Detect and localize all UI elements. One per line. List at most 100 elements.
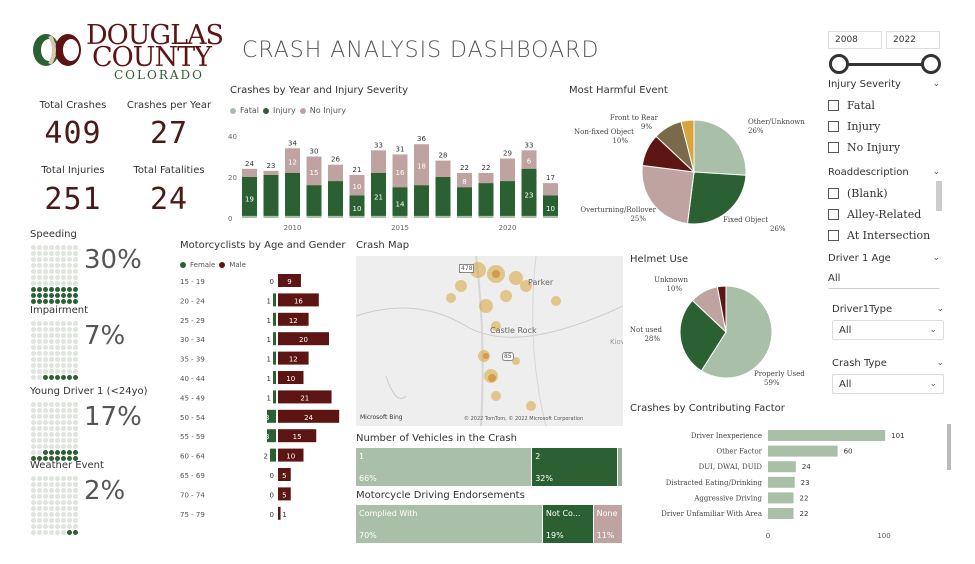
noinjury-bar [414, 144, 429, 186]
year-slider-handle-right[interactable] [921, 54, 941, 74]
age-category-label: 65 - 69 [180, 472, 205, 480]
pie-pct-label: 26% [748, 127, 764, 135]
injury-slicer-header[interactable]: Injury Severity ⌄ [828, 79, 940, 95]
male-bar [278, 274, 301, 287]
pct-dot [61, 488, 66, 493]
pct-dot [43, 512, 48, 517]
chevron-down-icon[interactable]: ⌄ [932, 253, 940, 263]
chevron-down-icon[interactable]: ⌄ [929, 379, 937, 389]
checkbox-icon[interactable] [828, 209, 839, 220]
pct-dot [61, 420, 66, 425]
road-slicer-header[interactable]: Roaddescription ⌄ [828, 167, 940, 183]
road-opt-intersection[interactable]: At Intersection [828, 225, 940, 246]
chevron-down-icon[interactable]: ⌄ [936, 358, 944, 368]
x-tick-label: 2020 [499, 224, 517, 232]
pct-dot [55, 275, 60, 280]
age-slicer-header[interactable]: Driver 1 Age ⌄ [828, 253, 940, 269]
chevron-down-icon[interactable]: ⌄ [936, 304, 944, 314]
injury-opt-injury[interactable]: Injury [828, 116, 940, 137]
pct-dot [61, 363, 66, 368]
segment-pct: 19% [545, 531, 564, 540]
checkbox-icon[interactable] [828, 142, 839, 153]
injury-opt-fatal[interactable]: Fatal [828, 95, 940, 116]
vehicles-title: Number of Vehicles in the Crash [356, 433, 517, 444]
pct-dot [43, 363, 48, 368]
pct-dot [73, 456, 78, 461]
pct-dot [43, 456, 48, 461]
stacked-segment[interactable]: None 11% [593, 505, 623, 543]
pct-dot [67, 524, 72, 529]
pct-dot [55, 369, 60, 374]
pct-value: 30% [84, 245, 142, 275]
pct-dot [55, 432, 60, 437]
pct-dot [43, 432, 48, 437]
stacked-segment[interactable] [617, 448, 623, 486]
legend-male: Male [229, 261, 246, 269]
noinjury-bar [371, 150, 386, 173]
stacked-segment[interactable]: 2 32% [532, 448, 618, 486]
pct-dot [67, 450, 72, 455]
pct-dot [49, 500, 54, 505]
pct-dot [43, 357, 48, 362]
page-scrollbar[interactable] [947, 424, 951, 470]
pct-dot [37, 432, 42, 437]
stacked-segment[interactable]: Not Co... 19% [542, 505, 594, 543]
road-slicer-scrollbar[interactable] [936, 181, 942, 211]
pct-dot [37, 245, 42, 250]
type-slicer-header[interactable]: Driver1Type ⌄ [832, 304, 944, 320]
checkbox-icon[interactable] [828, 100, 839, 111]
injury-opt-noinjury[interactable]: No Injury [828, 137, 940, 158]
pie-slice [686, 171, 747, 225]
pct-dot [55, 357, 60, 362]
stacked-segment[interactable]: 1 66% [356, 448, 533, 486]
pie-label: Not used [630, 326, 663, 334]
chevron-down-icon[interactable]: ⌄ [932, 79, 940, 89]
pct-dot [49, 357, 54, 362]
checkbox-icon[interactable] [828, 188, 839, 199]
road-opt-alley[interactable]: Alley-Related [828, 204, 940, 225]
chevron-down-icon[interactable]: ⌄ [932, 167, 940, 177]
chevron-down-icon[interactable]: ⌄ [929, 325, 937, 335]
pie-slice [680, 119, 695, 173]
pct-dot [55, 321, 60, 326]
pct-dot [37, 506, 42, 511]
pct-dot [49, 432, 54, 437]
year-slider-handle-left[interactable] [829, 54, 849, 74]
road-opt-label: Alley-Related [847, 208, 922, 221]
pct-dot [55, 333, 60, 338]
pct-dot [73, 488, 78, 493]
pct-dot [61, 357, 66, 362]
male-bar [278, 468, 291, 481]
checkbox-icon[interactable] [828, 121, 839, 132]
injury-bar [457, 187, 472, 216]
pct-dot [61, 369, 66, 374]
pct-dot [37, 275, 42, 280]
pct-dot [37, 414, 42, 419]
checkbox-icon[interactable] [828, 230, 839, 241]
pct-dot [55, 375, 60, 380]
year-from-input[interactable]: 2008 [828, 31, 882, 49]
pct-dot [73, 494, 78, 499]
pct-dot [37, 444, 42, 449]
noinjury-bar [328, 164, 343, 182]
injury-bar [414, 185, 429, 216]
pct-dot [37, 482, 42, 487]
road-opt-blank[interactable]: (Blank) [828, 183, 940, 204]
fatal-bar [521, 215, 537, 218]
type-dropdown[interactable]: All ⌄ [832, 320, 944, 340]
year-to-input[interactable]: 2022 [886, 31, 940, 49]
age-slicer-title: Driver 1 Age [828, 253, 891, 264]
kpi-total-crashes-value: 409 [44, 116, 102, 151]
age-category-label: 20 - 24 [180, 297, 205, 305]
female-bar [273, 371, 276, 384]
injury-bar [500, 181, 515, 216]
kpi-crashes-per-year-value: 27 [149, 116, 189, 151]
crash-slicer-header[interactable]: Crash Type ⌄ [832, 358, 944, 374]
crash-dropdown[interactable]: All ⌄ [832, 374, 944, 394]
crash-map[interactable]: Parker Castle Rock Kiow 478 85 Microsoft… [356, 256, 623, 426]
age-dropdown[interactable]: All [828, 269, 940, 289]
stacked-segment[interactable]: Complied With 70% [356, 505, 543, 543]
pct-pictograph [31, 402, 78, 461]
female-value: 0 [270, 491, 274, 499]
female-bar [273, 390, 276, 404]
